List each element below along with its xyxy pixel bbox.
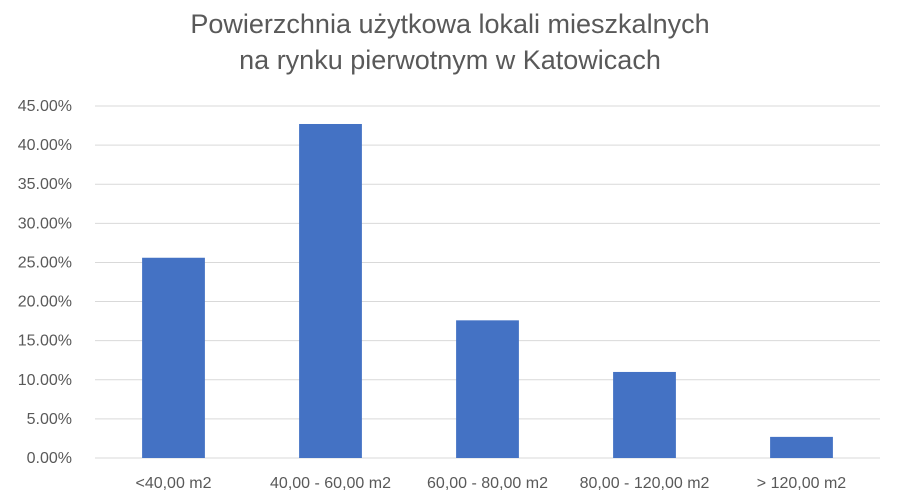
y-tick-label: 40.00% bbox=[18, 137, 72, 154]
bar bbox=[456, 320, 519, 458]
x-tick-label: <40,00 m2 bbox=[135, 475, 211, 492]
bar bbox=[142, 257, 205, 458]
x-axis-tick-labels: <40,00 m2 40,00 - 60,00 m2 60,00 - 80,00 m… bbox=[135, 475, 846, 492]
bar bbox=[770, 436, 833, 458]
x-tick-label: 80,00 - 120,00 m2 bbox=[580, 475, 710, 492]
y-tick-label: 20.00% bbox=[18, 294, 72, 311]
y-tick-label: 10.00% bbox=[18, 372, 72, 389]
y-tick-label: 5.00% bbox=[27, 411, 72, 428]
y-tick-label: 35.00% bbox=[18, 176, 72, 193]
y-tick-label: 30.00% bbox=[18, 215, 72, 232]
y-tick-label: 15.00% bbox=[18, 333, 72, 350]
bars bbox=[142, 123, 833, 458]
bar bbox=[299, 123, 362, 458]
chart-title: Powierzchnia użytkowa lokali mieszkalnyc… bbox=[0, 6, 900, 78]
y-tick-label: 25.00% bbox=[18, 254, 72, 271]
y-tick-label: 45.00% bbox=[18, 98, 72, 115]
x-tick-label: 40,00 - 60,00 m2 bbox=[270, 475, 391, 492]
y-axis-tick-labels: 0.00% 5.00% 10.00% 15.00% 20.00% 25.00% 30.00%… bbox=[18, 98, 72, 467]
bar bbox=[613, 371, 676, 458]
y-tick-label: 0.00% bbox=[27, 450, 72, 467]
x-tick-label: > 120,00 m2 bbox=[757, 475, 847, 492]
chart-title-line-2: na rynku pierwotnym w Katowicach bbox=[239, 45, 661, 75]
chart-title-line-1: Powierzchnia użytkowa lokali mieszkalnyc… bbox=[190, 9, 710, 39]
x-tick-label: 60,00 - 80,00 m2 bbox=[427, 475, 548, 492]
